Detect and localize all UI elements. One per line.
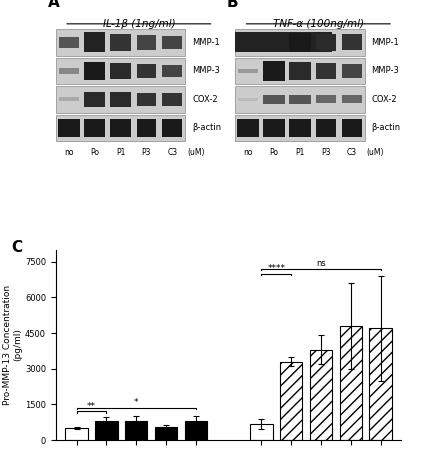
Text: A: A bbox=[47, 0, 59, 10]
Bar bbox=[110, 34, 132, 51]
Text: MMP-3: MMP-3 bbox=[192, 66, 220, 75]
Bar bbox=[136, 35, 157, 50]
Text: **: ** bbox=[87, 402, 96, 411]
Bar bbox=[185, 421, 207, 440]
Bar bbox=[56, 86, 186, 113]
Bar bbox=[66, 428, 88, 440]
Bar bbox=[339, 326, 362, 440]
Text: P3: P3 bbox=[142, 148, 151, 157]
Text: *: * bbox=[134, 398, 138, 407]
Bar bbox=[342, 64, 362, 78]
Bar bbox=[289, 119, 311, 136]
Text: C: C bbox=[11, 240, 22, 255]
Bar bbox=[84, 32, 105, 53]
Text: MMP-1: MMP-1 bbox=[192, 38, 220, 47]
Bar bbox=[162, 119, 182, 136]
Bar bbox=[56, 57, 186, 84]
Bar bbox=[250, 424, 273, 440]
Text: (uM): (uM) bbox=[367, 148, 384, 157]
Bar bbox=[58, 119, 79, 136]
Bar bbox=[316, 34, 336, 51]
Text: MMP-1: MMP-1 bbox=[372, 38, 399, 47]
Text: β-actin: β-actin bbox=[372, 123, 401, 132]
Bar bbox=[310, 350, 332, 440]
Bar bbox=[56, 114, 186, 141]
Bar bbox=[263, 95, 285, 104]
Bar bbox=[136, 93, 157, 106]
Bar bbox=[289, 62, 311, 79]
Bar bbox=[59, 68, 78, 74]
Bar bbox=[136, 64, 157, 78]
Bar bbox=[56, 29, 186, 56]
Text: COX-2: COX-2 bbox=[372, 95, 397, 104]
Bar bbox=[289, 33, 311, 52]
Bar bbox=[162, 36, 182, 49]
Text: no: no bbox=[64, 148, 74, 157]
Text: β-actin: β-actin bbox=[192, 123, 221, 132]
Bar bbox=[235, 57, 365, 84]
Text: C3: C3 bbox=[347, 148, 357, 157]
Bar bbox=[125, 421, 147, 440]
Bar bbox=[342, 35, 362, 50]
Text: IL-1β (1ng/ml): IL-1β (1ng/ml) bbox=[103, 19, 175, 29]
Bar bbox=[235, 29, 365, 56]
Text: no: no bbox=[244, 148, 253, 157]
Bar bbox=[316, 96, 336, 103]
Text: (uM): (uM) bbox=[187, 148, 205, 157]
Bar bbox=[162, 65, 182, 77]
Bar bbox=[316, 63, 336, 79]
Bar bbox=[235, 114, 365, 141]
Bar bbox=[342, 96, 362, 103]
Text: P3: P3 bbox=[321, 148, 330, 157]
Text: COX-2: COX-2 bbox=[192, 95, 218, 104]
Bar bbox=[162, 93, 182, 106]
Bar bbox=[110, 119, 132, 136]
Text: P1: P1 bbox=[295, 148, 305, 157]
Bar bbox=[136, 119, 157, 136]
Y-axis label: Pro-MMP-13 Concentration
(pg/ml): Pro-MMP-13 Concentration (pg/ml) bbox=[3, 285, 22, 405]
Bar bbox=[238, 69, 258, 73]
Bar bbox=[289, 95, 311, 104]
Bar bbox=[263, 61, 285, 81]
Text: C3: C3 bbox=[167, 148, 178, 157]
Bar bbox=[235, 86, 365, 113]
Bar bbox=[342, 119, 362, 136]
Bar bbox=[280, 361, 302, 440]
Text: B: B bbox=[227, 0, 239, 10]
Bar bbox=[84, 119, 105, 136]
Bar bbox=[238, 98, 258, 101]
Bar bbox=[155, 427, 177, 440]
Bar bbox=[95, 421, 118, 440]
Text: ns: ns bbox=[316, 259, 326, 268]
Bar bbox=[59, 97, 78, 101]
Bar bbox=[369, 328, 392, 440]
Bar bbox=[263, 119, 285, 136]
Bar bbox=[110, 63, 132, 79]
Text: ****: **** bbox=[267, 264, 285, 273]
Bar bbox=[238, 40, 258, 45]
Text: Po: Po bbox=[90, 148, 99, 157]
Text: Po: Po bbox=[270, 148, 279, 157]
Text: TNF-α (100ng/ml): TNF-α (100ng/ml) bbox=[273, 19, 364, 29]
Bar bbox=[110, 92, 132, 107]
Text: P1: P1 bbox=[116, 148, 125, 157]
Bar bbox=[216, 32, 332, 53]
Text: MMP-3: MMP-3 bbox=[372, 66, 399, 75]
Bar bbox=[84, 92, 105, 107]
Bar bbox=[59, 37, 78, 48]
Bar bbox=[84, 62, 105, 80]
Bar bbox=[237, 119, 259, 136]
Bar bbox=[316, 119, 336, 136]
